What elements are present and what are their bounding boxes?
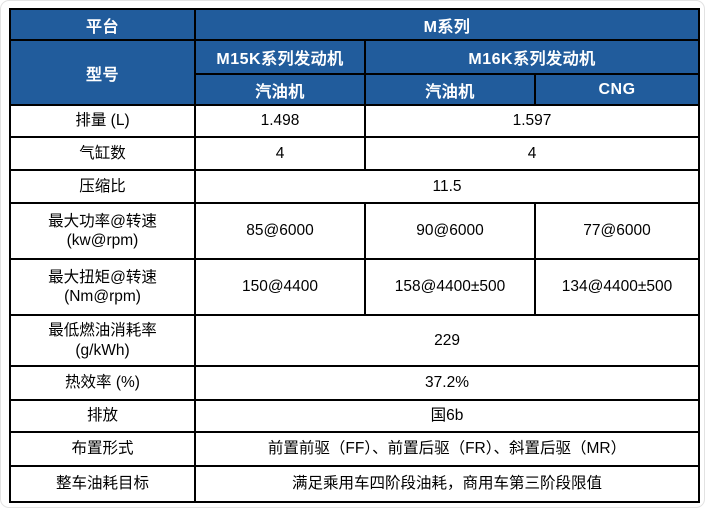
table-row-max-torque: 最大扭矩@转速 (Nm@rpm) 150@4400 158@4400±500 1…	[9, 258, 701, 316]
displacement-m15k: 1.498	[194, 104, 366, 138]
series-m15k: M15K系列发动机	[194, 39, 366, 75]
max-power-m15k-gasoline: 85@6000	[194, 202, 366, 260]
table-row-drive-layout: 布置形式 前置前驱（FF）、前置后驱（FR）、斜置后驱（MR）	[9, 431, 701, 467]
displacement-m16k: 1.597	[363, 104, 701, 138]
platform-value: M系列	[193, 8, 701, 41]
table-row-thermal-efficiency: 热效率 (%) 37.2%	[9, 365, 701, 401]
drive-layout-label: 布置形式	[9, 431, 196, 467]
table-row-compression-ratio: 压缩比 11.5	[9, 169, 701, 204]
table-row-platform: 平台 M系列	[9, 8, 701, 41]
fuel-type-m15k-gasoline: 汽油机	[194, 73, 366, 106]
table-row-model-series: 型号 M15K系列发动机 M16K系列发动机	[9, 39, 701, 106]
series-m16k: M16K系列发动机	[363, 39, 701, 75]
table-row-emission: 排放 国6b	[9, 399, 701, 433]
table-row-vehicle-fuel-target: 整车油耗目标 满足乘用车四阶段油耗，商用车第三阶段限值	[9, 465, 701, 503]
cylinders-m15k: 4	[194, 136, 366, 171]
max-power-m16k-gasoline: 90@6000	[364, 202, 536, 260]
max-torque-m16k-gasoline: 158@4400±500	[364, 258, 536, 316]
cylinders-label: 气缸数	[9, 136, 196, 171]
table-row-fuel-types: 汽油机 汽油机 CNG	[10, 73, 701, 106]
table-row-min-fuel-consumption: 最低燃油消耗率 (g/kWh) 229	[9, 314, 701, 367]
fuel-type-m16k-cng: CNG	[533, 73, 701, 106]
drive-layout-value: 前置前驱（FF）、前置后驱（FR）、斜置后驱（MR）	[193, 431, 701, 467]
emission-value: 国6b	[193, 399, 701, 433]
model-label: 型号	[9, 39, 196, 106]
table-row-displacement: 排量 (L) 1.498 1.597	[9, 104, 701, 138]
table-row-max-power: 最大功率@转速 (kw@rpm) 85@6000 90@6000 77@6000	[9, 202, 701, 260]
cylinders-m16k: 4	[363, 136, 701, 171]
max-torque-label: 最大扭矩@转速 (Nm@rpm)	[9, 258, 196, 316]
fuel-type-m16k-gasoline: 汽油机	[364, 73, 536, 106]
displacement-label: 排量 (L)	[9, 104, 196, 138]
max-torque-m15k-gasoline: 150@4400	[194, 258, 366, 316]
emission-label: 排放	[9, 399, 196, 433]
min-fuel-consumption-label: 最低燃油消耗率 (g/kWh)	[9, 314, 196, 367]
thermal-efficiency-value: 37.2%	[193, 365, 701, 401]
platform-label: 平台	[9, 8, 196, 41]
max-power-m16k-cng: 77@6000	[533, 202, 701, 260]
thermal-efficiency-label: 热效率 (%)	[9, 365, 196, 401]
compression-ratio-value: 11.5	[193, 169, 701, 204]
max-power-label: 最大功率@转速 (kw@rpm)	[9, 202, 196, 260]
compression-ratio-label: 压缩比	[9, 169, 196, 204]
max-torque-m16k-cng: 134@4400±500	[533, 258, 701, 316]
min-fuel-consumption-value: 229	[193, 314, 701, 367]
vehicle-fuel-target-label: 整车油耗目标	[9, 465, 196, 503]
table-row-cylinders: 气缸数 4 4	[9, 136, 701, 171]
vehicle-fuel-target-value: 满足乘用车四阶段油耗，商用车第三阶段限值	[193, 465, 701, 503]
engine-spec-table: 平台 M系列 型号 M15K系列发动机 M16K系列发动机 汽油机 汽油机 CN…	[9, 8, 701, 503]
